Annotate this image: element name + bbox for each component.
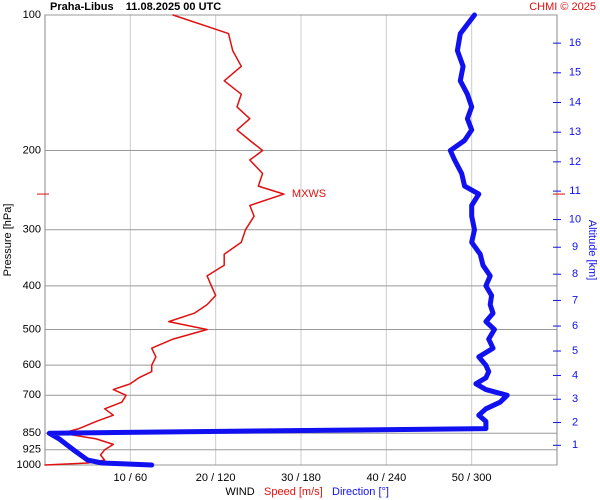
y-tick-label: 100: [23, 9, 41, 21]
y2-tick-label: 14: [569, 96, 581, 108]
y2-tick-label: 10: [569, 213, 581, 225]
x-tick-label: 40 / 240: [366, 472, 406, 484]
x-axis-label: WIND: [225, 486, 254, 498]
y2-tick-label: 4: [572, 369, 578, 381]
y-tick-label: 200: [23, 144, 41, 156]
x-tick-label: 30 / 180: [281, 472, 321, 484]
direction-line: [46, 12, 510, 468]
y2-tick-label: 12: [569, 156, 581, 168]
y2-tick-label: 2: [572, 416, 578, 428]
y-axis-label: Pressure [hPa]: [2, 204, 14, 277]
y2-tick-label: 11: [569, 185, 580, 197]
y-tick-label: 600: [23, 359, 41, 371]
y2-tick-label: 3: [572, 393, 578, 405]
y2-tick-label: 8: [572, 268, 578, 280]
chart-title: Praha-Libus 11.08.2025 00 UTC: [50, 1, 221, 13]
y-tick-label: 300: [23, 224, 41, 236]
y-tick-label: 700: [23, 389, 41, 401]
y2-tick-label: 6: [572, 320, 578, 332]
annotation: MXWS: [292, 188, 326, 200]
y2-tick-label: 7: [572, 294, 578, 306]
y2-tick-label: 16: [569, 37, 581, 49]
copyright: CHMI © 2025: [529, 1, 596, 13]
x-tick-label: 10 / 60: [114, 472, 148, 484]
y2-tick-label: 5: [572, 345, 578, 357]
y-tick-label: 925: [23, 444, 41, 456]
y2-tick-label: 9: [572, 241, 578, 253]
y-tick-label: 1000: [17, 459, 41, 471]
legend-direction: Direction [°]: [332, 486, 389, 498]
y-tick-label: 500: [23, 323, 41, 335]
x-tick-label: 20 / 120: [196, 472, 236, 484]
legend-speed: Speed [m/s]: [264, 486, 323, 498]
y2-axis-label: Altitude [km]: [586, 220, 598, 281]
y2-tick-label: 13: [569, 126, 581, 138]
x-tick-label: 50 / 300: [452, 472, 492, 484]
y2-tick-label: 1: [572, 439, 578, 451]
y-tick-label: 850: [23, 427, 41, 439]
y2-tick-label: 15: [569, 67, 581, 79]
speed-line: [44, 14, 285, 466]
y-tick-label: 400: [23, 280, 41, 292]
